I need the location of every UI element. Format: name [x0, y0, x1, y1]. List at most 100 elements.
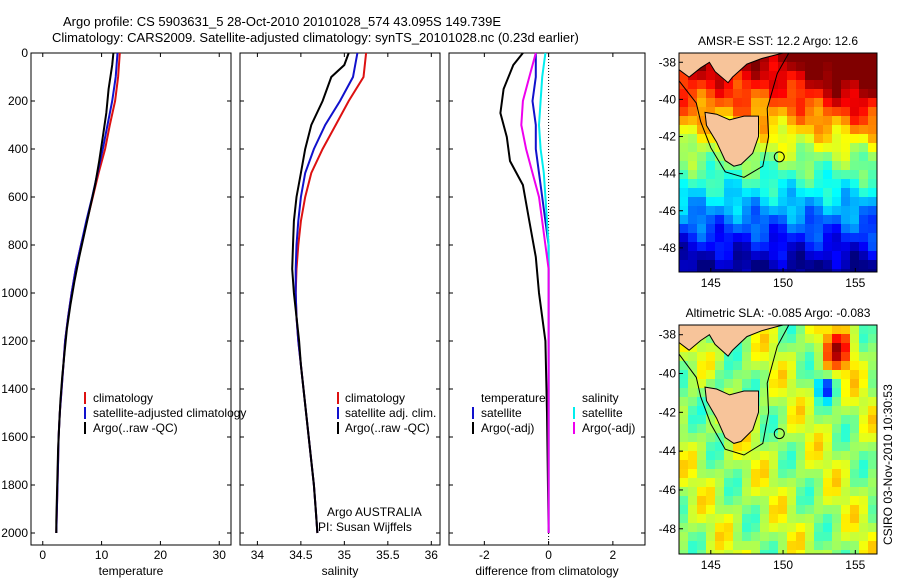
- heatmap-cell: [769, 116, 778, 125]
- heatmap-cell: [697, 487, 706, 496]
- heatmap-cell: [859, 487, 868, 496]
- heatmap-cell: [841, 388, 850, 397]
- heatmap-cell: [733, 71, 742, 80]
- heatmap-cell: [796, 370, 805, 379]
- heatmap-cell: [697, 134, 706, 143]
- heatmap-cell: [832, 334, 841, 343]
- heatmap-cell: [868, 215, 877, 224]
- heatmap-cell: [841, 325, 850, 334]
- heatmap-cell: [751, 170, 760, 179]
- heatmap-cell: [787, 532, 796, 541]
- heatmap-cell: [715, 442, 724, 451]
- heatmap-cell: [814, 197, 823, 206]
- heatmap-cell: [814, 188, 823, 197]
- heatmap-cell: [769, 424, 778, 433]
- heatmap-cell: [787, 514, 796, 523]
- heatmap-cell: [814, 469, 823, 478]
- heatmap-cell: [688, 71, 697, 80]
- heatmap-cell: [724, 179, 733, 188]
- heatmap-cell: [859, 107, 868, 116]
- heatmap-cell: [805, 107, 814, 116]
- heatmap-cell: [751, 143, 760, 152]
- heatmap-cell: [832, 62, 841, 71]
- heatmap-cell: [868, 107, 877, 116]
- heatmap-cell: [751, 89, 760, 98]
- heatmap-cell: [751, 242, 760, 251]
- heatmap-cell: [841, 242, 850, 251]
- heatmap-cell: [850, 523, 859, 532]
- heatmap-cell: [859, 98, 868, 107]
- heatmap-cell: [814, 152, 823, 161]
- heatmap-cell: [787, 397, 796, 406]
- heatmap-cell: [715, 505, 724, 514]
- heatmap-cell: [823, 206, 832, 215]
- heatmap-cell: [778, 251, 787, 260]
- heatmap-cell: [823, 343, 832, 352]
- heatmap-cell: [796, 53, 805, 62]
- heatmap-cell: [706, 251, 715, 260]
- heatmap-cell: [787, 152, 796, 161]
- heatmap-cell: [733, 188, 742, 197]
- heatmap-cell: [742, 242, 751, 251]
- heatmap-cell: [868, 505, 877, 514]
- heatmap-cell: [814, 206, 823, 215]
- heatmap-cell: [832, 505, 841, 514]
- heatmap-cell: [769, 352, 778, 361]
- heatmap-cell: [850, 532, 859, 541]
- heatmap-cell: [805, 424, 814, 433]
- y-tick-label: 0: [21, 46, 28, 60]
- heatmap-cell: [733, 541, 742, 550]
- heatmap-cell: [733, 469, 742, 478]
- heatmap-cell: [679, 125, 688, 134]
- heatmap-cell: [814, 451, 823, 460]
- heatmap-cell: [715, 433, 724, 442]
- heatmap-cell: [859, 179, 868, 188]
- heatmap-cell: [706, 134, 715, 143]
- heatmap-cell: [733, 89, 742, 98]
- heatmap-cell: [715, 269, 724, 272]
- heatmap-cell: [787, 170, 796, 179]
- heatmap-cell: [814, 80, 823, 89]
- heatmap-cell: [823, 170, 832, 179]
- heatmap-cell: [697, 397, 706, 406]
- heatmap-cell: [715, 541, 724, 550]
- heatmap-cell: [742, 80, 751, 89]
- heatmap-cell: [769, 260, 778, 269]
- heatmap-cell: [769, 215, 778, 224]
- series-line-salinity-satellite: [537, 52, 550, 533]
- heatmap-cell: [868, 532, 877, 541]
- heatmap-cell: [760, 98, 769, 107]
- heatmap-cell: [805, 334, 814, 343]
- heatmap-cell: [796, 116, 805, 125]
- heatmap-cell: [724, 224, 733, 233]
- y-tick-label: 200: [8, 94, 28, 108]
- heatmap-cell: [859, 361, 868, 370]
- heatmap-cell: [841, 415, 850, 424]
- heatmap-cell: [769, 98, 778, 107]
- y-tick-label: -44: [659, 167, 677, 181]
- heatmap-cell: [796, 550, 805, 554]
- heatmap-cell: [796, 152, 805, 161]
- heatmap-cell: [688, 433, 697, 442]
- x-tick-label: 150: [773, 558, 793, 572]
- heatmap-cell: [679, 514, 688, 523]
- heatmap-cell: [724, 260, 733, 269]
- heatmap-cell: [832, 260, 841, 269]
- heatmap-cell: [850, 505, 859, 514]
- heatmap-cell: [805, 116, 814, 125]
- heatmap-cell: [823, 134, 832, 143]
- heatmap-cell: [796, 469, 805, 478]
- heatmap-cell: [760, 433, 769, 442]
- heatmap-cell: [778, 170, 787, 179]
- heatmap-cell: [688, 188, 697, 197]
- heatmap-cell: [850, 53, 859, 62]
- heatmap-cell: [679, 388, 688, 397]
- heatmap-cell: [868, 62, 877, 71]
- axes-frame: [678, 52, 878, 273]
- heatmap-cell: [706, 215, 715, 224]
- heatmap-cell: [832, 424, 841, 433]
- heatmap-cell: [760, 442, 769, 451]
- heatmap-cell: [868, 143, 877, 152]
- heatmap-cell: [733, 260, 742, 269]
- heatmap-cell: [787, 260, 796, 269]
